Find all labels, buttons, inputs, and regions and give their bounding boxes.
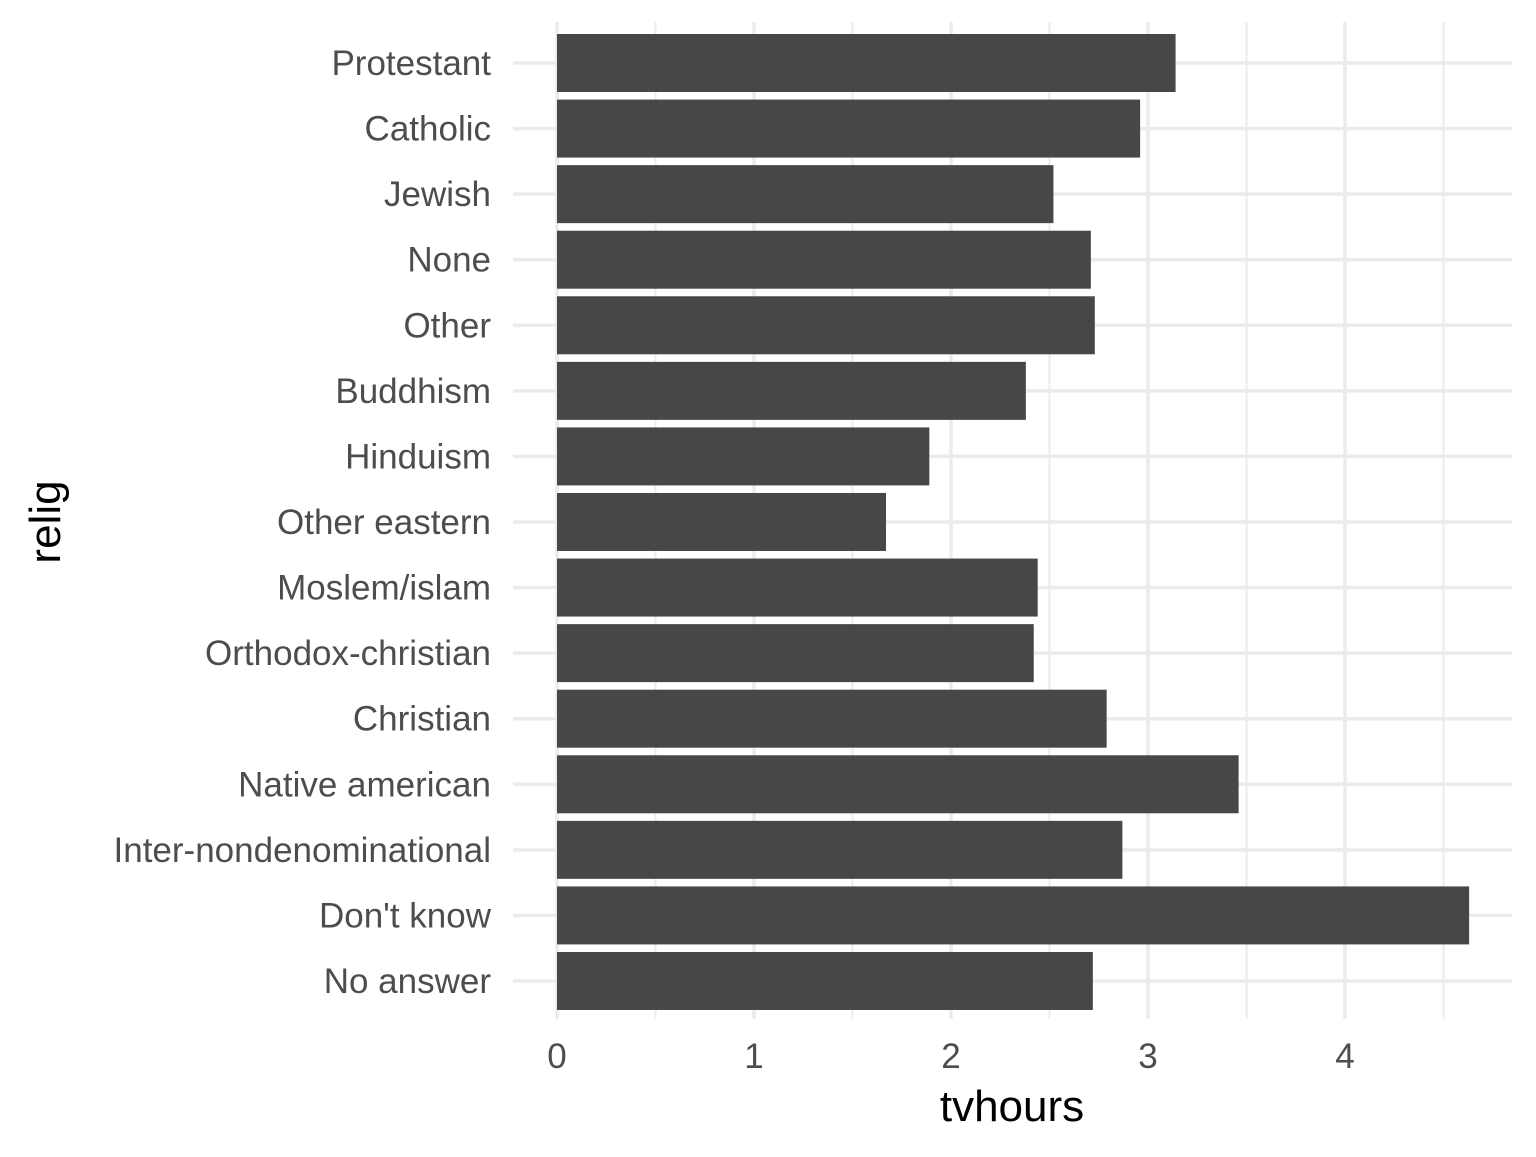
bar [557, 361, 1026, 420]
bar [557, 99, 1141, 158]
bar [557, 689, 1107, 748]
x-axis-title: tvhours [940, 1082, 1084, 1131]
bar [557, 886, 1470, 945]
y-tick-label: Other [403, 306, 491, 345]
x-tick-labels: 0 1 2 3 4 [547, 1037, 1354, 1076]
y-tick-label: Catholic [365, 110, 491, 149]
bar [557, 230, 1091, 289]
bar [557, 558, 1038, 617]
y-tick-label: No answer [324, 962, 492, 1001]
bar [557, 755, 1239, 814]
bar [557, 427, 930, 486]
y-tick-label: Inter-nondenominational [114, 831, 491, 870]
bar [557, 296, 1095, 355]
bar [557, 624, 1034, 683]
bar [557, 951, 1093, 1010]
y-tick-label: Jewish [384, 175, 491, 214]
x-tick-label: 2 [941, 1037, 960, 1076]
bar [557, 820, 1123, 879]
y-tick-label: Hinduism [345, 437, 491, 476]
y-tick-label: Moslem/islam [277, 569, 491, 608]
x-tick-label: 3 [1138, 1037, 1157, 1076]
y-axis-title: relig [21, 480, 70, 563]
y-tick-label: Don't know [319, 896, 492, 935]
y-tick-label: Orthodox-christian [205, 634, 491, 673]
bars [557, 34, 1470, 1010]
y-tick-label: Protestant [331, 44, 491, 83]
y-tick-labels: Protestant Catholic Jewish None Other Buddhis… [114, 44, 492, 1001]
y-tick-label: Buddhism [335, 372, 491, 411]
bar [557, 34, 1176, 92]
x-tick-label: 1 [744, 1037, 763, 1076]
bar [557, 492, 886, 551]
x-tick-label: 4 [1335, 1037, 1354, 1076]
y-tick-label: None [407, 241, 491, 280]
y-tick-label: Other eastern [277, 503, 491, 542]
bar [557, 165, 1054, 224]
x-tick-label: 0 [547, 1037, 566, 1076]
y-tick-label: Native american [238, 765, 491, 804]
y-tick-label: Christian [353, 700, 491, 739]
